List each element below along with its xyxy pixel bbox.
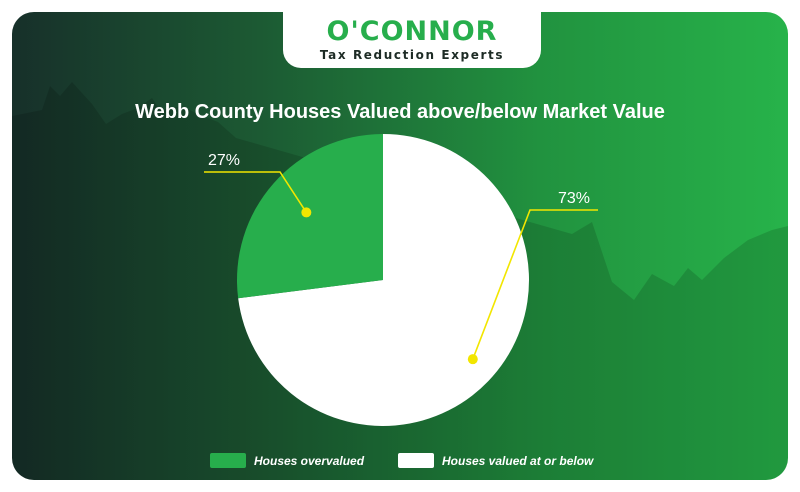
logo-tab: O'CONNOR Tax Reduction Experts [283,12,541,68]
data-label-overvalued: 27% [208,152,240,169]
data-label-at-or-below: 73% [558,190,590,207]
chart-card: O'CONNOR Tax Reduction Experts Webb Coun… [12,12,788,480]
pie-chart: 27% 73% [204,134,598,426]
legend-swatch-overvalued [210,453,246,468]
legend-label-at-or-below: Houses valued at or below [442,454,594,468]
brand-tagline: Tax Reduction Experts [319,48,505,62]
slice-at-or-below [238,134,530,426]
legend-swatch-at-or-below [398,453,434,468]
brand-logo-name: O'CONNOR [326,16,498,47]
chart-title: Webb County Houses Valued above/below Ma… [135,101,665,123]
callout-dot-at-or-below [467,354,478,365]
callout-line-at-or-below [472,209,598,360]
legend-label-overvalued: Houses overvalued [254,454,365,468]
slice-overvalued [237,134,383,299]
callout-line-overvalued [204,171,308,213]
callout-dot-overvalued [301,207,312,218]
